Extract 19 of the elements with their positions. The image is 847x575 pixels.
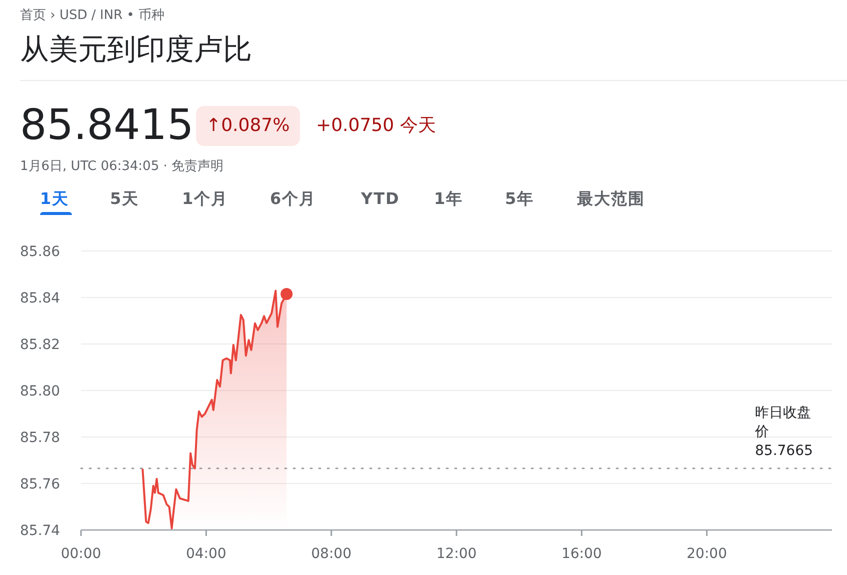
y-tick-label: 85.80 <box>20 384 60 400</box>
subtitle: 1月6日, UTC 06:34:05 · 免责声明 <box>20 158 224 175</box>
y-tick-label: 85.74 <box>20 523 60 539</box>
y-tick-label: 85.78 <box>20 430 60 446</box>
x-tick-label: 08:00 <box>311 546 352 562</box>
x-tick-label: 16:00 <box>561 546 602 562</box>
x-tick-label: 12:00 <box>436 546 477 562</box>
y-tick-label: 85.76 <box>20 476 60 492</box>
annotation: +0.0750 今天 <box>316 114 436 137</box>
x-tick-label: 20:00 <box>686 546 728 562</box>
title: 从美元到印度卢比 <box>20 31 252 68</box>
x-tick-label: 04:00 <box>186 546 226 562</box>
annotation: 首页 › USD / INR • 币种 <box>20 7 164 24</box>
y-tick-label: 85.86 <box>20 244 60 260</box>
x-tick-label: 00:00 <box>60 546 102 562</box>
annotation: 85.8415 <box>20 100 194 149</box>
y-tick-label: 85.84 <box>20 290 60 306</box>
y-tick-label: 85.82 <box>20 337 60 353</box>
annotation: ↑0.087% <box>196 106 300 146</box>
